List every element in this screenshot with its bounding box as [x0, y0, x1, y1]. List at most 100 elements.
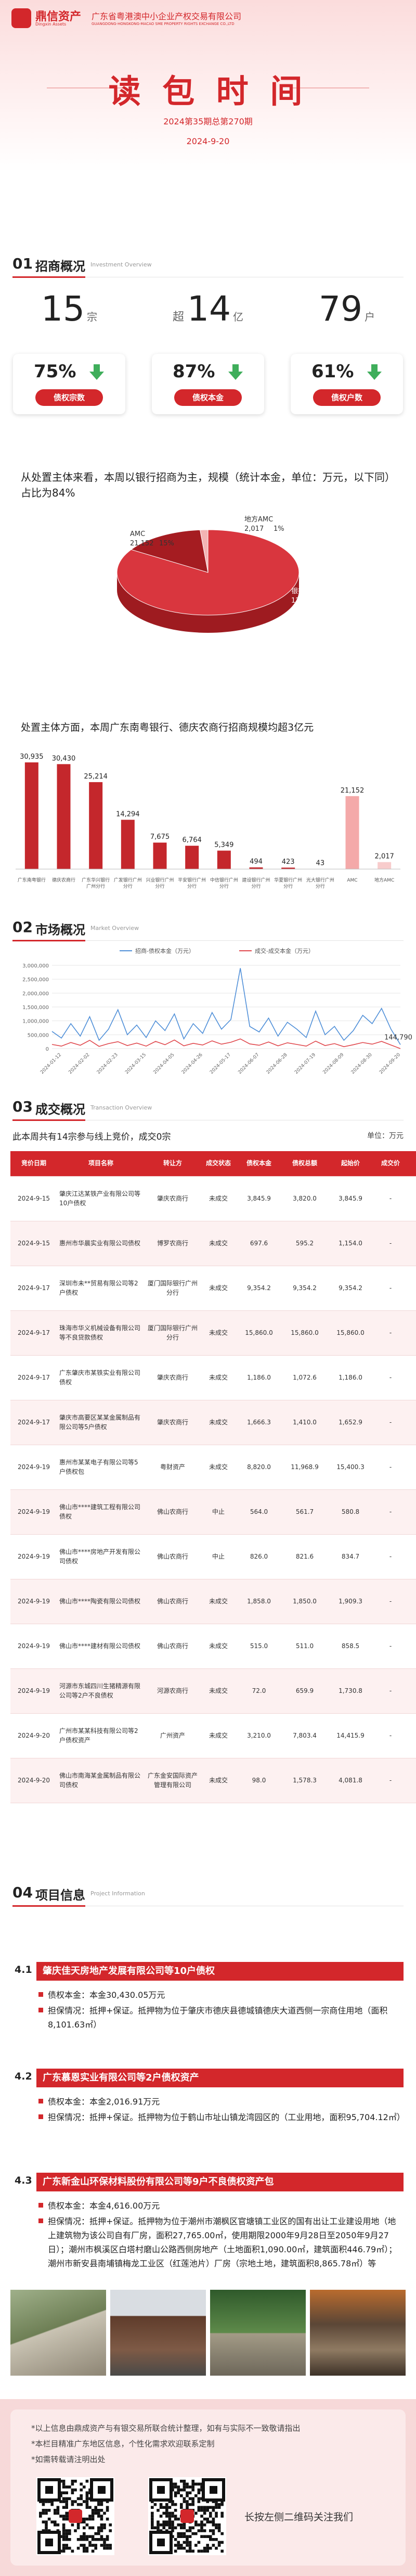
project-item: 担保情况：抵押+保证。抵押物为位于鹤山市址山镇龙湾园区的（工业用地，面积95,7… [48, 2112, 405, 2122]
table-cell: 15,860.0 [328, 1310, 373, 1356]
qr-cell [153, 2503, 157, 2506]
table-cell: 580.8 [328, 1489, 373, 1535]
pie-slice [200, 529, 209, 573]
qr-cell [74, 2488, 77, 2492]
qr-cell [62, 2491, 66, 2494]
qr-cell [103, 2526, 106, 2530]
project-photo [310, 2290, 406, 2376]
qr-cell [188, 2497, 192, 2501]
qr-cell [56, 2511, 60, 2515]
qr-cell [203, 2511, 206, 2515]
qr-cell [97, 2509, 100, 2512]
pie-label-value: 21,152 [130, 540, 154, 547]
table-cell: 2024-9-19 [10, 1624, 57, 1669]
table-cell: 2024-9-17 [10, 1310, 57, 1356]
qr-cell [97, 2529, 100, 2532]
qr-cell [97, 2532, 100, 2535]
table-cell: - [408, 1310, 416, 1356]
pie-label-value: 121,621 [291, 597, 319, 605]
qr-cell [206, 2546, 209, 2550]
qr-finder-core [210, 2486, 217, 2494]
table-cell: 821.6 [282, 1534, 328, 1579]
section-title: 市场概况 [35, 923, 85, 937]
qr-cell [109, 2529, 112, 2532]
table-header-cell: 转让方 [145, 1151, 201, 1177]
qr-cell [203, 2523, 206, 2527]
qr-cell [177, 2485, 180, 2489]
bar-category: AMC [347, 878, 358, 883]
x-tick-label: 2024-06-07 [237, 1052, 260, 1075]
bar-category: 建设银行广州分行 [242, 878, 270, 889]
qr-cell [212, 2509, 215, 2512]
table-row: 2024-9-17 肇庆市高要区某某金属制品有限公司等5户债权 肇庆农商行 未成交 1,… [10, 1400, 416, 1445]
qr-cell [100, 2517, 103, 2521]
pie-label-pct: 15% [159, 540, 174, 547]
qr-cell [197, 2482, 201, 2486]
table-cell: - [408, 1221, 416, 1266]
qr-cell [206, 2544, 209, 2547]
table-cell: 511.0 [282, 1624, 328, 1669]
pie-text: 从处置主体来看，本周以银行招商为主，规模（统计本金，单位：万元，以下同）占比为8… [21, 471, 395, 499]
bar-category: 地方AMC [374, 878, 395, 883]
table-cell: 1,850.0 [282, 1579, 328, 1624]
qr-cell [103, 2538, 106, 2541]
qr-cell [62, 2480, 66, 2483]
table-cell: - [408, 1355, 416, 1400]
qr-cell [100, 2535, 103, 2538]
qr-cell [162, 2511, 165, 2515]
qr-cell [88, 2544, 92, 2547]
qr-cell [62, 2546, 66, 2550]
qr-cell [85, 2480, 89, 2483]
table-cell: 2024-9-19 [10, 1534, 57, 1579]
qr-cell [94, 2511, 97, 2515]
qr-cell [74, 2500, 77, 2503]
qr-cell [42, 2511, 45, 2515]
qr-cell [177, 2488, 180, 2492]
section-title: 招商概况 [35, 259, 85, 274]
qr-cell [106, 2535, 109, 2538]
qr-finder-core [157, 2539, 165, 2546]
qr-cell [220, 2503, 224, 2506]
table-cell: - [373, 1668, 408, 1714]
pie-slice [131, 529, 209, 573]
qr-cell [174, 2517, 177, 2521]
qr-cell [217, 2529, 221, 2532]
qr-cell [103, 2541, 106, 2544]
bar-value-label: 7,675 [150, 833, 170, 841]
qr-cell [45, 2511, 48, 2515]
qr-cell [85, 2491, 89, 2494]
qr-cell [65, 2517, 68, 2521]
table-cell: - [373, 1355, 408, 1400]
qr-cell [80, 2494, 83, 2497]
qr-cell [171, 2523, 174, 2527]
qr-cell [65, 2544, 68, 2547]
qr-cell [80, 2535, 83, 2538]
qr-cell [65, 2538, 68, 2541]
qr-cell [88, 2515, 92, 2518]
table-cell: 3,820.0 [282, 1176, 328, 1221]
table-row: 2024-9-17 珠海市华义机械设备有限公司等不良贷款债权 厦门国际银行广州分行未… [10, 1310, 416, 1356]
qr-cell [157, 2509, 160, 2512]
table-cell: - [408, 1624, 416, 1669]
qr-cell [217, 2541, 221, 2544]
table-cell: 佛山市****房地产开发有限公司债权 [57, 1534, 145, 1579]
qr-cell [151, 2520, 154, 2523]
table-cell: 3,845.9 [328, 1176, 373, 1221]
qr-cell [203, 2506, 206, 2509]
table-cell: 中止 [201, 1534, 236, 1579]
stat-prefix: 超 [173, 311, 185, 324]
bar [249, 867, 263, 869]
bar-value-label: 25,214 [84, 773, 108, 781]
table-row: 2024-9-19 河源市东城四川生猪精源有限公司等2户不良债权 河源农商行 未成交 7… [10, 1668, 416, 1714]
qr-cell [65, 2529, 68, 2532]
table-cell: 中止 [201, 1489, 236, 1535]
qr-cell [186, 2535, 189, 2538]
qr-cell [62, 2532, 66, 2535]
qr-cell [62, 2515, 66, 2518]
company-en: GUANGDONG-HONGKONG-MACAO SME PROPERTY RI… [92, 22, 235, 26]
qr-cell [188, 2546, 192, 2550]
qr-cell [215, 2523, 218, 2527]
qr-cell [200, 2509, 203, 2512]
table-cell: - [373, 1176, 408, 1221]
table-cell: 1,666.3 [236, 1400, 282, 1445]
